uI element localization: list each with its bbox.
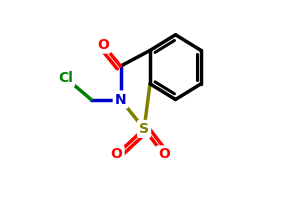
Text: S: S [139, 122, 149, 136]
Text: N: N [115, 93, 126, 106]
Text: Cl: Cl [58, 71, 73, 85]
Text: O: O [158, 147, 170, 161]
Text: O: O [111, 147, 123, 161]
Text: O: O [97, 38, 109, 52]
